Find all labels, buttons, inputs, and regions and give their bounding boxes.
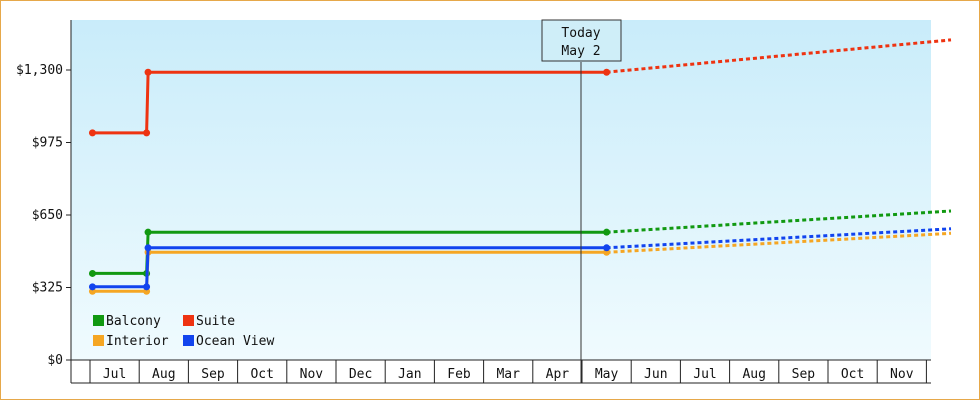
y-tick-label: $975 — [32, 136, 63, 151]
data-point — [603, 228, 611, 236]
data-point — [143, 283, 151, 291]
x-tick-label: Sep — [792, 367, 816, 382]
x-tick-label: Jul — [103, 367, 126, 382]
legend-swatch — [183, 335, 194, 346]
x-tick-label: Mar — [496, 367, 520, 382]
today-marker: Today May 2 — [541, 19, 622, 383]
data-point — [88, 283, 96, 291]
x-tick-label: Jun — [644, 367, 667, 382]
x-tick-label: May — [595, 367, 619, 382]
x-tick-label: Oct — [841, 367, 864, 382]
forecast-line — [606, 231, 952, 254]
legend-swatch — [93, 335, 104, 346]
y-tick-label: $325 — [32, 281, 63, 296]
series-suite — [88, 38, 952, 137]
legend-label: Interior — [106, 334, 169, 349]
x-tick-label: Sep — [201, 367, 225, 382]
y-tick-label: $650 — [32, 208, 63, 223]
legend-swatch — [183, 315, 194, 326]
data-point — [88, 129, 96, 137]
plot-background — [71, 20, 931, 360]
x-tick-label: Nov — [300, 367, 324, 382]
x-tick-label: Nov — [890, 367, 914, 382]
data-point — [143, 129, 151, 137]
x-tick-label: Dec — [349, 367, 372, 382]
x-tick-label: Oct — [250, 367, 273, 382]
legend-swatch — [93, 315, 104, 326]
x-tick-label: Jan — [398, 367, 421, 382]
series-group — [88, 38, 952, 295]
series-line — [92, 246, 607, 289]
data-point — [144, 68, 152, 76]
forecast-line — [606, 209, 952, 234]
x-tick-label: Aug — [152, 367, 175, 382]
data-point — [603, 68, 611, 76]
x-tick-label: Aug — [742, 367, 765, 382]
data-point — [144, 244, 152, 252]
legend-label: Suite — [196, 314, 235, 329]
axes: $0 $325 $650 $975 $1,300 Jul Aug Sep Oct Nov Dec Ja… — [16, 20, 931, 384]
forecast-line — [606, 227, 952, 250]
series-ocean-view — [88, 227, 952, 291]
data-point — [88, 269, 96, 277]
x-tick-label: Jul — [693, 367, 716, 382]
data-point — [603, 244, 611, 252]
today-label: Today — [561, 26, 600, 41]
legend-label: Balcony — [106, 314, 161, 329]
today-date: May 2 — [561, 44, 600, 59]
forecast-line — [606, 38, 952, 74]
series-line — [92, 70, 607, 135]
today-box — [541, 19, 622, 62]
legend: Balcony Suite Interior Ocean View — [93, 314, 274, 349]
y-tick-label: $0 — [47, 353, 63, 368]
x-tick-label: Feb — [447, 367, 471, 382]
legend-label: Ocean View — [196, 334, 274, 349]
y-tick-label: $1,300 — [16, 63, 63, 78]
x-tick-label: Apr — [546, 367, 570, 382]
data-point — [144, 228, 152, 236]
